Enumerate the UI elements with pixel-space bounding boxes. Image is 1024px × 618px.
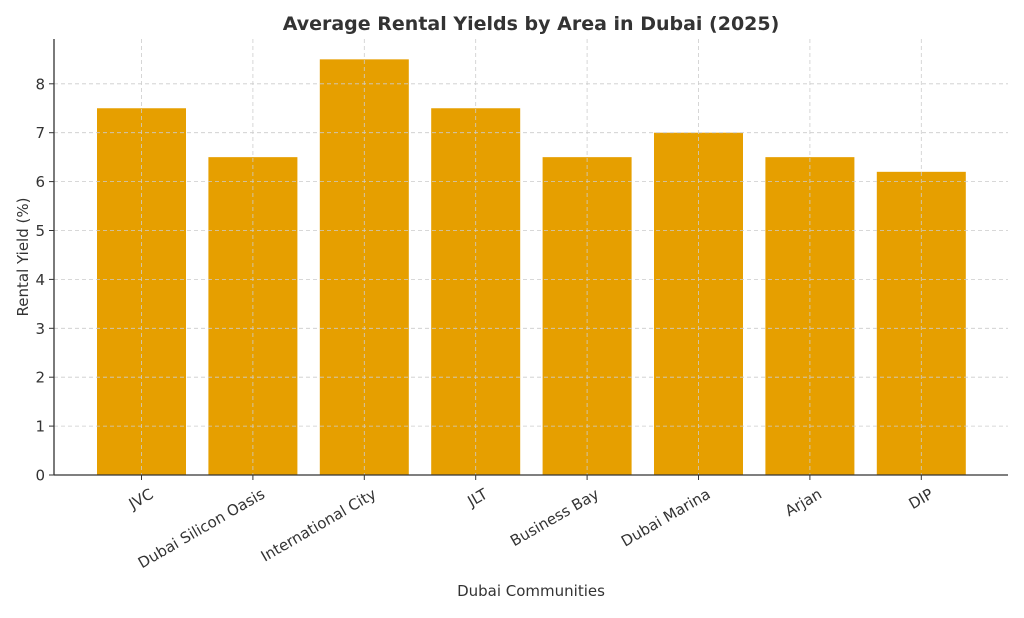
- y-tick-label: 4: [35, 271, 45, 289]
- x-tick-label: International City: [258, 485, 380, 566]
- x-tick-label: DIP: [906, 485, 937, 513]
- y-tick-label: 7: [35, 124, 45, 142]
- y-tick-label: 6: [35, 173, 45, 191]
- y-axis-label: Rental Yield (%): [14, 198, 32, 317]
- bars: [97, 59, 966, 475]
- x-tick-label: JVC: [125, 485, 157, 514]
- y-tick-label: 8: [35, 75, 45, 93]
- y-tick-label: 5: [35, 222, 45, 240]
- x-axis-label: Dubai Communities: [457, 582, 605, 600]
- bar: [654, 132, 743, 475]
- y-tick-label: 1: [35, 418, 45, 436]
- x-tick-label: JLT: [464, 484, 492, 510]
- x-tick-label: Dubai Marina: [618, 485, 713, 551]
- y-tick-label: 0: [35, 467, 45, 485]
- y-tick-label: 2: [35, 369, 45, 387]
- chart-title: Average Rental Yields by Area in Dubai (…: [283, 13, 780, 35]
- y-axis-ticks: 0 1 2 3 4 5 6 7 8: [35, 75, 54, 485]
- y-tick-label: 3: [35, 320, 45, 338]
- x-tick-label: Arjan: [782, 485, 825, 520]
- x-tick-label: Business Bay: [507, 485, 602, 550]
